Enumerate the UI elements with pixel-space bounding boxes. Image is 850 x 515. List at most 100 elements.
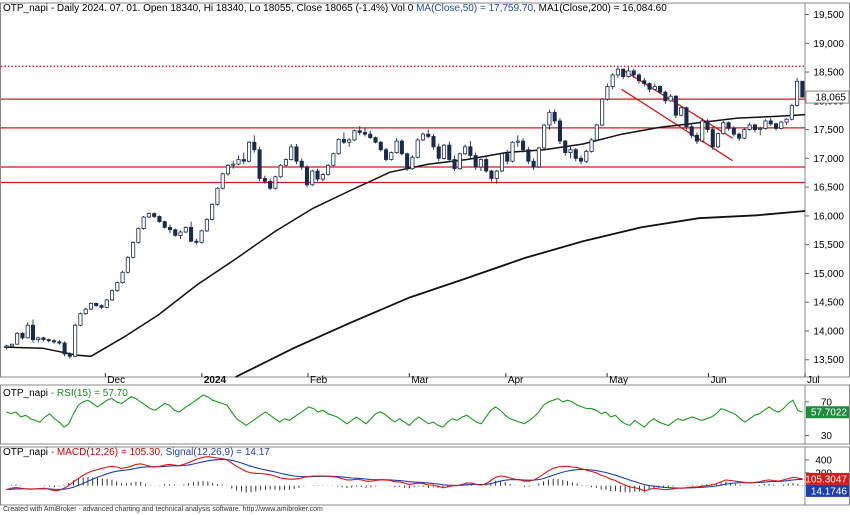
candle-down	[399, 140, 404, 155]
candle-down	[41, 337, 46, 340]
ma200-line	[235, 210, 806, 378]
candle-down	[304, 166, 310, 186]
candle-down	[737, 133, 742, 139]
candle-down	[489, 170, 494, 179]
candle-down	[663, 91, 668, 102]
last-price-label: 18,065	[815, 93, 846, 104]
candle-down	[673, 95, 678, 116]
candle-down	[52, 340, 57, 343]
candle-down	[658, 86, 663, 93]
price-ytick-label: 14,500	[813, 298, 844, 309]
ma50-line	[3, 113, 806, 358]
candle-up	[668, 95, 673, 102]
candle-up	[795, 80, 800, 106]
candle-down	[252, 141, 257, 151]
candle-down	[731, 128, 736, 135]
candle-up	[515, 140, 520, 143]
candle-down	[262, 178, 267, 182]
candle-up	[542, 124, 547, 149]
candle-down	[46, 339, 51, 342]
candle-up	[415, 139, 420, 158]
candle-down	[563, 140, 568, 153]
candle-up	[4, 345, 9, 348]
candle-up	[83, 308, 88, 315]
candle-up	[215, 187, 220, 205]
candle-up	[336, 138, 341, 155]
signal-last-box	[806, 484, 849, 497]
candle-down	[299, 160, 304, 168]
candle-up	[510, 141, 515, 162]
candle-down	[694, 134, 700, 142]
candle-up	[125, 256, 130, 273]
candle-up	[789, 105, 794, 120]
candle-up	[742, 129, 747, 139]
candle-down	[315, 170, 320, 180]
price-ytick-label: 17,500	[813, 125, 844, 136]
candle-down	[368, 133, 373, 139]
candle-down	[552, 111, 557, 122]
footer-credit: Created with AmiBroker - advanced charti…	[3, 506, 323, 513]
candle-up	[273, 176, 278, 189]
candle-down	[194, 240, 199, 243]
candle-down	[378, 141, 383, 151]
candle-up	[716, 133, 721, 148]
macd-header: OTP_napi - MACD(12,26) = 105.30, Signal(…	[3, 447, 270, 458]
candle-up	[278, 164, 283, 178]
candle-down	[621, 68, 626, 78]
candle-up	[320, 174, 325, 180]
rsi-ytick-label: 70	[821, 397, 833, 408]
candle-up	[146, 213, 151, 218]
candle-down	[647, 83, 652, 90]
candle-down	[152, 213, 157, 217]
candle-up	[457, 153, 462, 170]
candle-up	[210, 203, 215, 220]
candle-down	[62, 342, 67, 355]
candle-up	[136, 228, 141, 243]
candle-up	[326, 164, 331, 175]
candle-down	[67, 353, 72, 357]
price-panel: 13,500 14,000 14,500 15,000 15,500 16,000 16,5…	[0, 2, 850, 386]
candle-down	[636, 74, 642, 82]
price-ytick-label: 17,000	[813, 154, 844, 165]
last-price-box	[805, 90, 850, 104]
candle-up	[758, 128, 763, 130]
candle-up	[547, 111, 552, 126]
candle-down	[357, 130, 362, 133]
price-ytick-label: 16,000	[813, 211, 844, 222]
candle-up	[310, 170, 315, 186]
candle-up	[231, 163, 236, 166]
candle-down	[268, 180, 273, 189]
price-ytick-label: 13,500	[813, 355, 844, 366]
candle-up	[605, 86, 610, 100]
candle-down	[373, 137, 378, 143]
month-label: Jul	[807, 375, 820, 386]
candle-down	[642, 80, 647, 84]
candle-down	[436, 146, 441, 159]
candle-up	[141, 216, 146, 229]
candle-down	[94, 302, 99, 307]
month-label: Feb	[310, 375, 328, 386]
candle-up	[283, 159, 288, 166]
candle-up	[568, 149, 573, 154]
candle-up	[679, 107, 684, 116]
candle-up	[225, 164, 230, 175]
candle-up	[747, 124, 752, 130]
macd-last-box	[806, 472, 849, 485]
candle-up	[615, 68, 620, 76]
candle-down	[531, 160, 536, 168]
candle-down	[800, 80, 805, 98]
candle-down	[484, 159, 489, 172]
candle-up	[78, 313, 83, 326]
candle-up	[610, 74, 615, 87]
candle-down	[20, 332, 25, 339]
candle-up	[652, 86, 657, 90]
rsi-line	[6, 394, 803, 428]
price-ytick-label: 15,500	[813, 240, 844, 251]
candle-up	[88, 302, 93, 310]
month-label: 2024	[204, 375, 227, 386]
candle-down	[726, 122, 731, 129]
rsi-last-label: 57.7022	[811, 408, 848, 419]
price-ytick-label: 18,500	[813, 68, 844, 79]
